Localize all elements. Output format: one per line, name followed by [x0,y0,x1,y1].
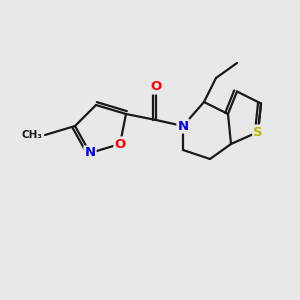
Text: CH₃: CH₃ [21,130,42,140]
Text: S: S [253,125,263,139]
Text: O: O [114,137,126,151]
Text: N: N [177,119,189,133]
Text: O: O [150,80,162,94]
Text: N: N [84,146,96,160]
